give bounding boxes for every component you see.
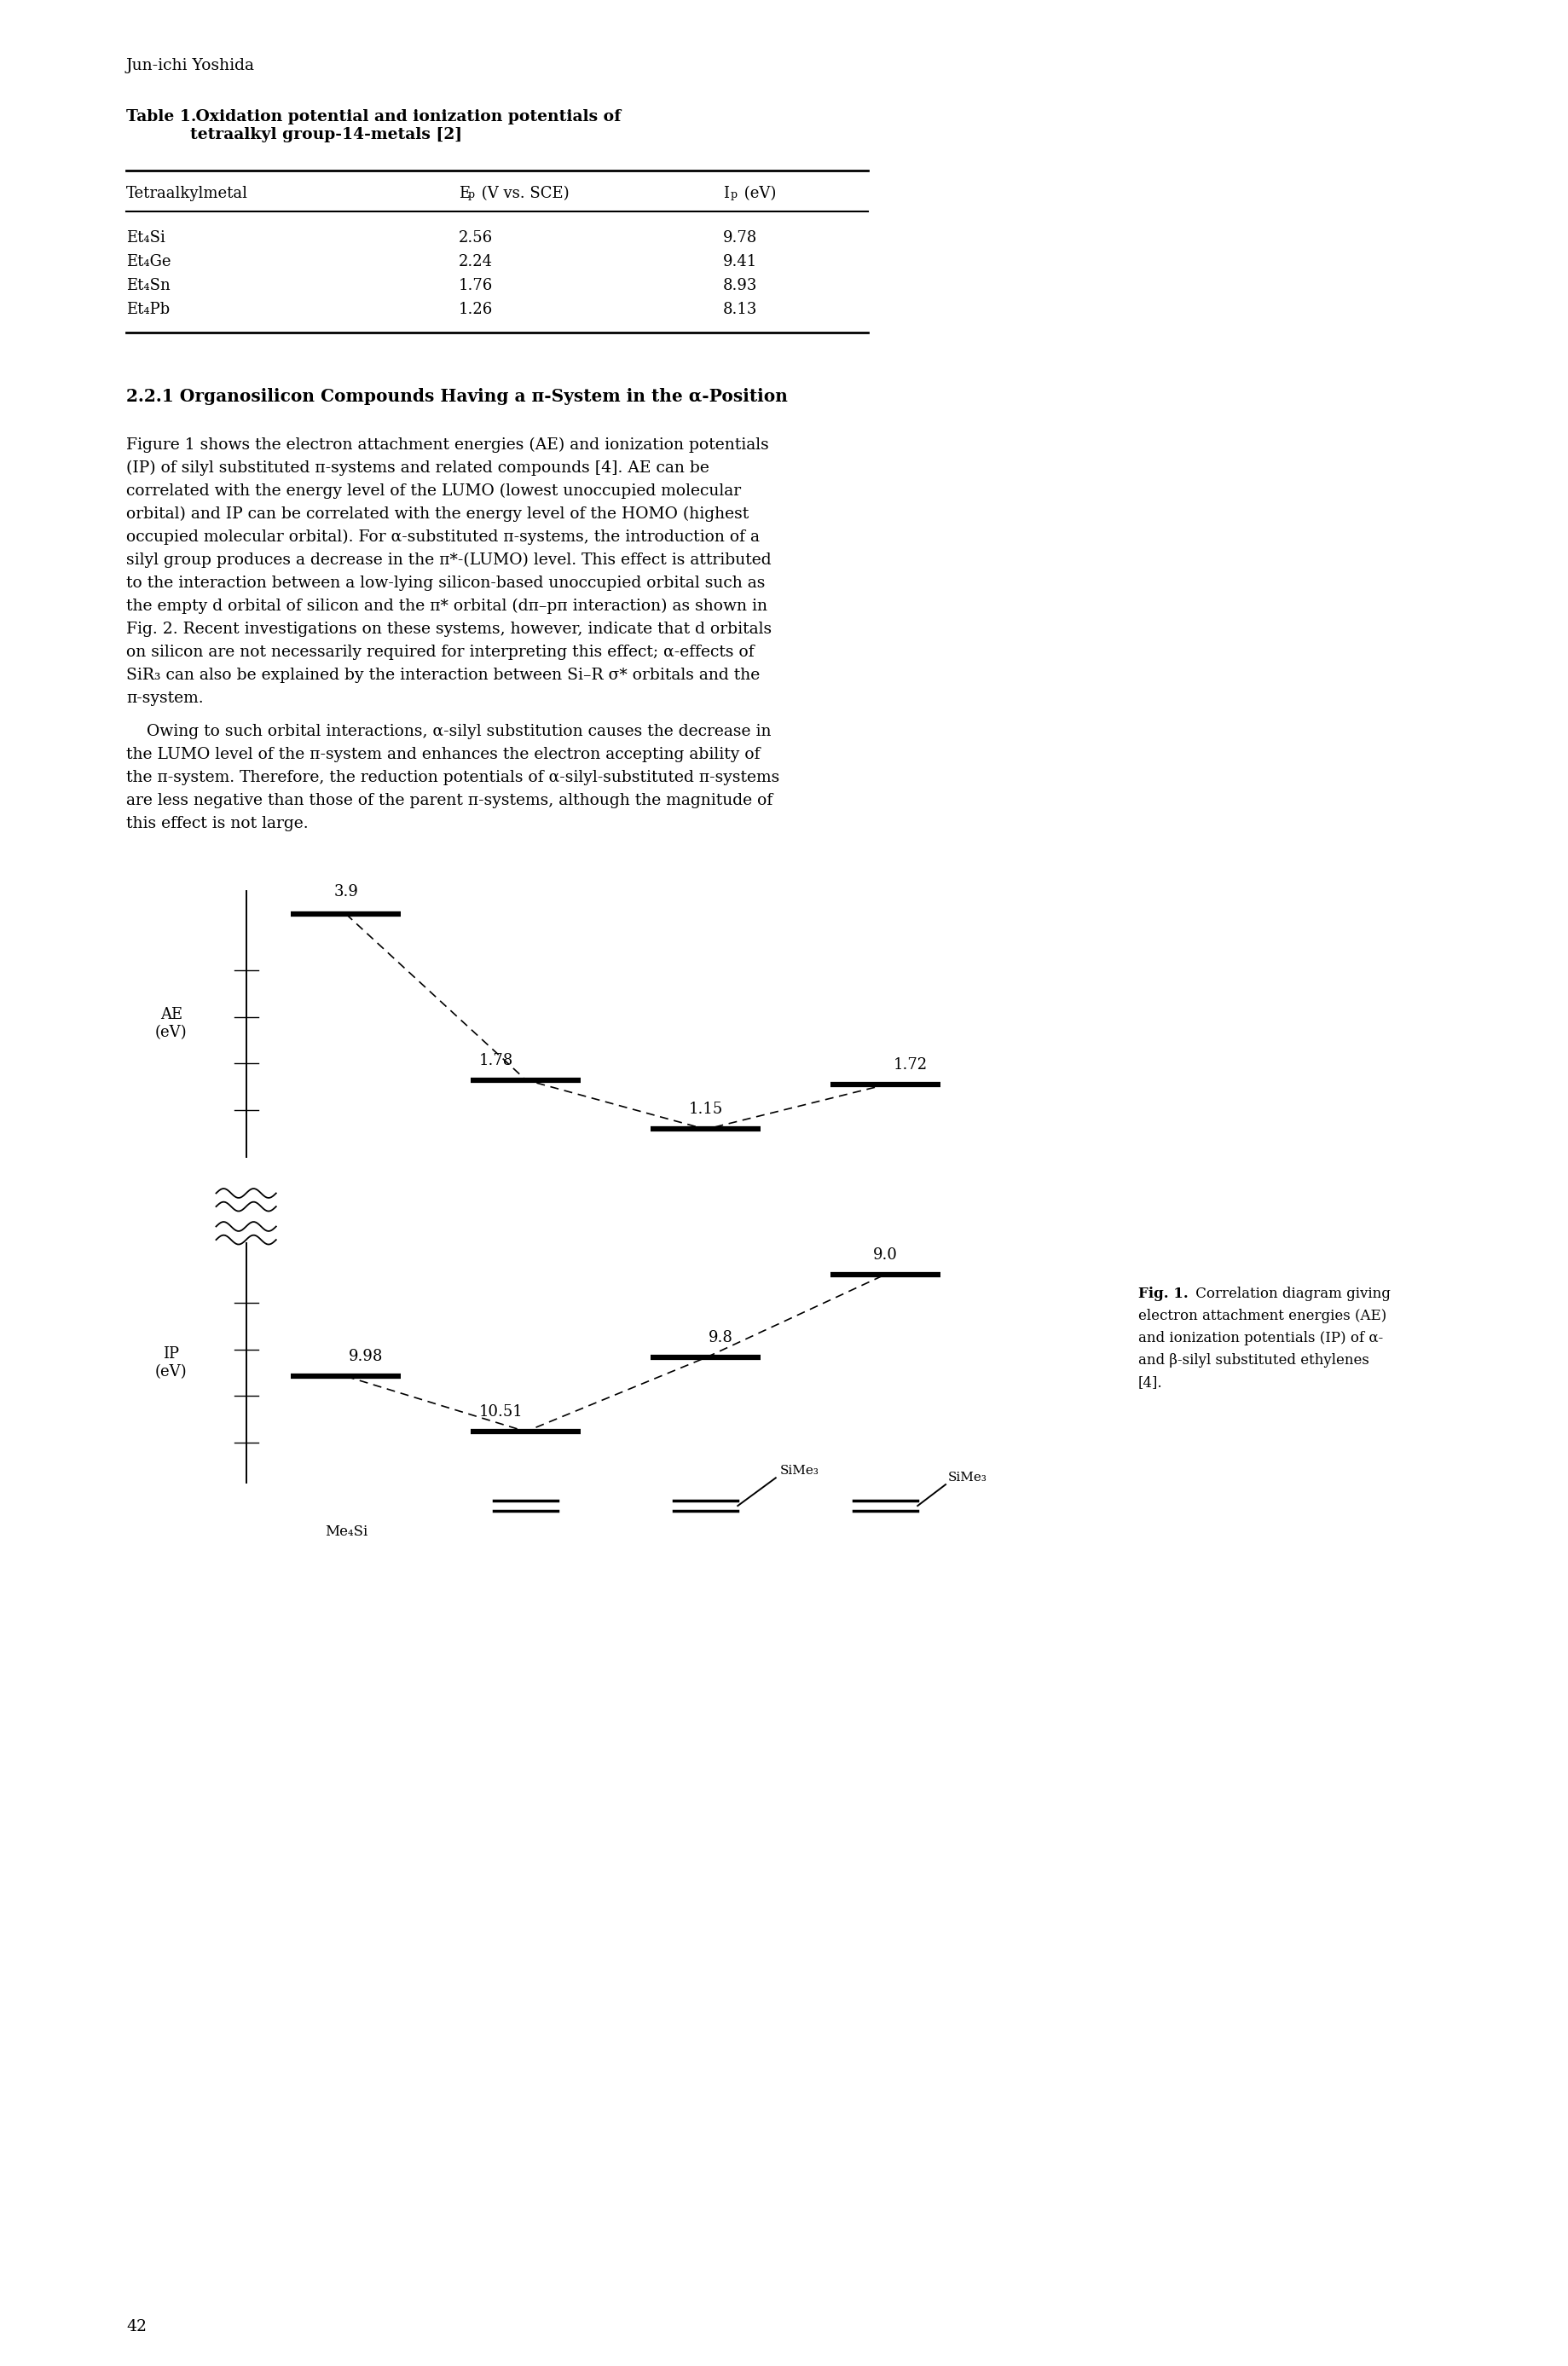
- Text: 10.51: 10.51: [478, 1403, 522, 1420]
- Text: the empty d orbital of silicon and the π* orbital (dπ–pπ interaction) as shown i: the empty d orbital of silicon and the π…: [125, 599, 767, 615]
- Text: 3.9: 3.9: [334, 885, 358, 899]
- Text: 8.93: 8.93: [723, 277, 757, 293]
- Text: 42: 42: [125, 2319, 146, 2335]
- Text: orbital) and IP can be correlated with the energy level of the HOMO (highest: orbital) and IP can be correlated with t…: [125, 506, 748, 523]
- Text: Jun-ichi Yoshida: Jun-ichi Yoshida: [125, 59, 256, 73]
- Text: Et₄Si: Et₄Si: [125, 230, 165, 246]
- Text: IP
(eV): IP (eV): [155, 1346, 187, 1379]
- Text: 9.0: 9.0: [873, 1247, 897, 1263]
- Text: are less negative than those of the parent π-systems, although the magnitude of: are less negative than those of the pare…: [125, 793, 773, 809]
- Text: 9.8: 9.8: [709, 1330, 732, 1346]
- Text: Et₄Ge: Et₄Ge: [125, 253, 171, 270]
- Text: 1.15: 1.15: [688, 1103, 723, 1117]
- Text: Et₄Pb: Et₄Pb: [125, 303, 169, 317]
- Text: this effect is not large.: this effect is not large.: [125, 816, 309, 830]
- Text: E: E: [458, 187, 470, 201]
- Text: [4].: [4].: [1138, 1375, 1162, 1389]
- Text: Fig. 1.: Fig. 1.: [1138, 1287, 1187, 1301]
- Text: 1.72: 1.72: [894, 1058, 927, 1072]
- Text: Figure 1 shows the electron attachment energies (AE) and ionization potentials: Figure 1 shows the electron attachment e…: [125, 438, 768, 452]
- Text: 1.78: 1.78: [478, 1053, 513, 1067]
- Text: occupied molecular orbital). For α-substituted π-systems, the introduction of a: occupied molecular orbital). For α-subst…: [125, 530, 759, 544]
- Text: Table 1.: Table 1.: [125, 109, 196, 125]
- Text: 2.56: 2.56: [458, 230, 492, 246]
- Text: Me₄Si: Me₄Si: [325, 1524, 367, 1538]
- Text: p: p: [467, 189, 475, 201]
- Text: Oxidation potential and ionization potentials of
tetraalkyl group-14-metals [2]: Oxidation potential and ionization poten…: [190, 109, 621, 142]
- Text: (eV): (eV): [739, 187, 776, 201]
- Text: silyl group produces a decrease in the π*-(LUMO) level. This effect is attribute: silyl group produces a decrease in the π…: [125, 554, 771, 568]
- Text: electron attachment energies (AE): electron attachment energies (AE): [1138, 1308, 1386, 1323]
- Text: 1.26: 1.26: [458, 303, 492, 317]
- Text: 2.2.1 Organosilicon Compounds Having a π-System in the α-Position: 2.2.1 Organosilicon Compounds Having a π…: [125, 388, 787, 405]
- Text: the LUMO level of the π-system and enhances the electron accepting ability of: the LUMO level of the π-system and enhan…: [125, 748, 760, 762]
- Text: 9.78: 9.78: [723, 230, 757, 246]
- Text: 9.98: 9.98: [348, 1349, 383, 1365]
- Text: and ionization potentials (IP) of α-: and ionization potentials (IP) of α-: [1138, 1332, 1383, 1346]
- Text: to the interaction between a low-lying silicon-based unoccupied orbital such as: to the interaction between a low-lying s…: [125, 575, 765, 592]
- Text: 8.13: 8.13: [723, 303, 757, 317]
- Text: on silicon are not necessarily required for interpreting this effect; α-effects : on silicon are not necessarily required …: [125, 644, 754, 660]
- Text: p: p: [731, 189, 737, 201]
- Text: Owing to such orbital interactions, α-silyl substitution causes the decrease in: Owing to such orbital interactions, α-si…: [125, 724, 771, 738]
- Text: SiMe₃: SiMe₃: [779, 1465, 818, 1476]
- Text: Et₄Sn: Et₄Sn: [125, 277, 171, 293]
- Text: and β-silyl substituted ethylenes: and β-silyl substituted ethylenes: [1138, 1353, 1369, 1368]
- Text: correlated with the energy level of the LUMO (lowest unoccupied molecular: correlated with the energy level of the …: [125, 483, 740, 499]
- Text: 1.76: 1.76: [458, 277, 492, 293]
- Text: Tetraalkylmetal: Tetraalkylmetal: [125, 187, 248, 201]
- Text: 9.41: 9.41: [723, 253, 757, 270]
- Text: (IP) of silyl substituted π-systems and related compounds [4]. AE can be: (IP) of silyl substituted π-systems and …: [125, 461, 709, 476]
- Text: 2.24: 2.24: [458, 253, 492, 270]
- Text: the π-system. Therefore, the reduction potentials of α-silyl-substituted π-syste: the π-system. Therefore, the reduction p…: [125, 769, 779, 786]
- Text: Correlation diagram giving: Correlation diagram giving: [1190, 1287, 1389, 1301]
- Text: AE
(eV): AE (eV): [155, 1008, 187, 1041]
- Text: Fig. 2. Recent investigations on these systems, however, indicate that d orbital: Fig. 2. Recent investigations on these s…: [125, 622, 771, 636]
- Text: SiMe₃: SiMe₃: [947, 1472, 986, 1483]
- Text: SiR₃ can also be explained by the interaction between Si–R σ* orbitals and the: SiR₃ can also be explained by the intera…: [125, 667, 759, 684]
- Text: I: I: [723, 187, 729, 201]
- Text: π-system.: π-system.: [125, 691, 204, 705]
- Text: (V vs. SCE): (V vs. SCE): [477, 187, 569, 201]
